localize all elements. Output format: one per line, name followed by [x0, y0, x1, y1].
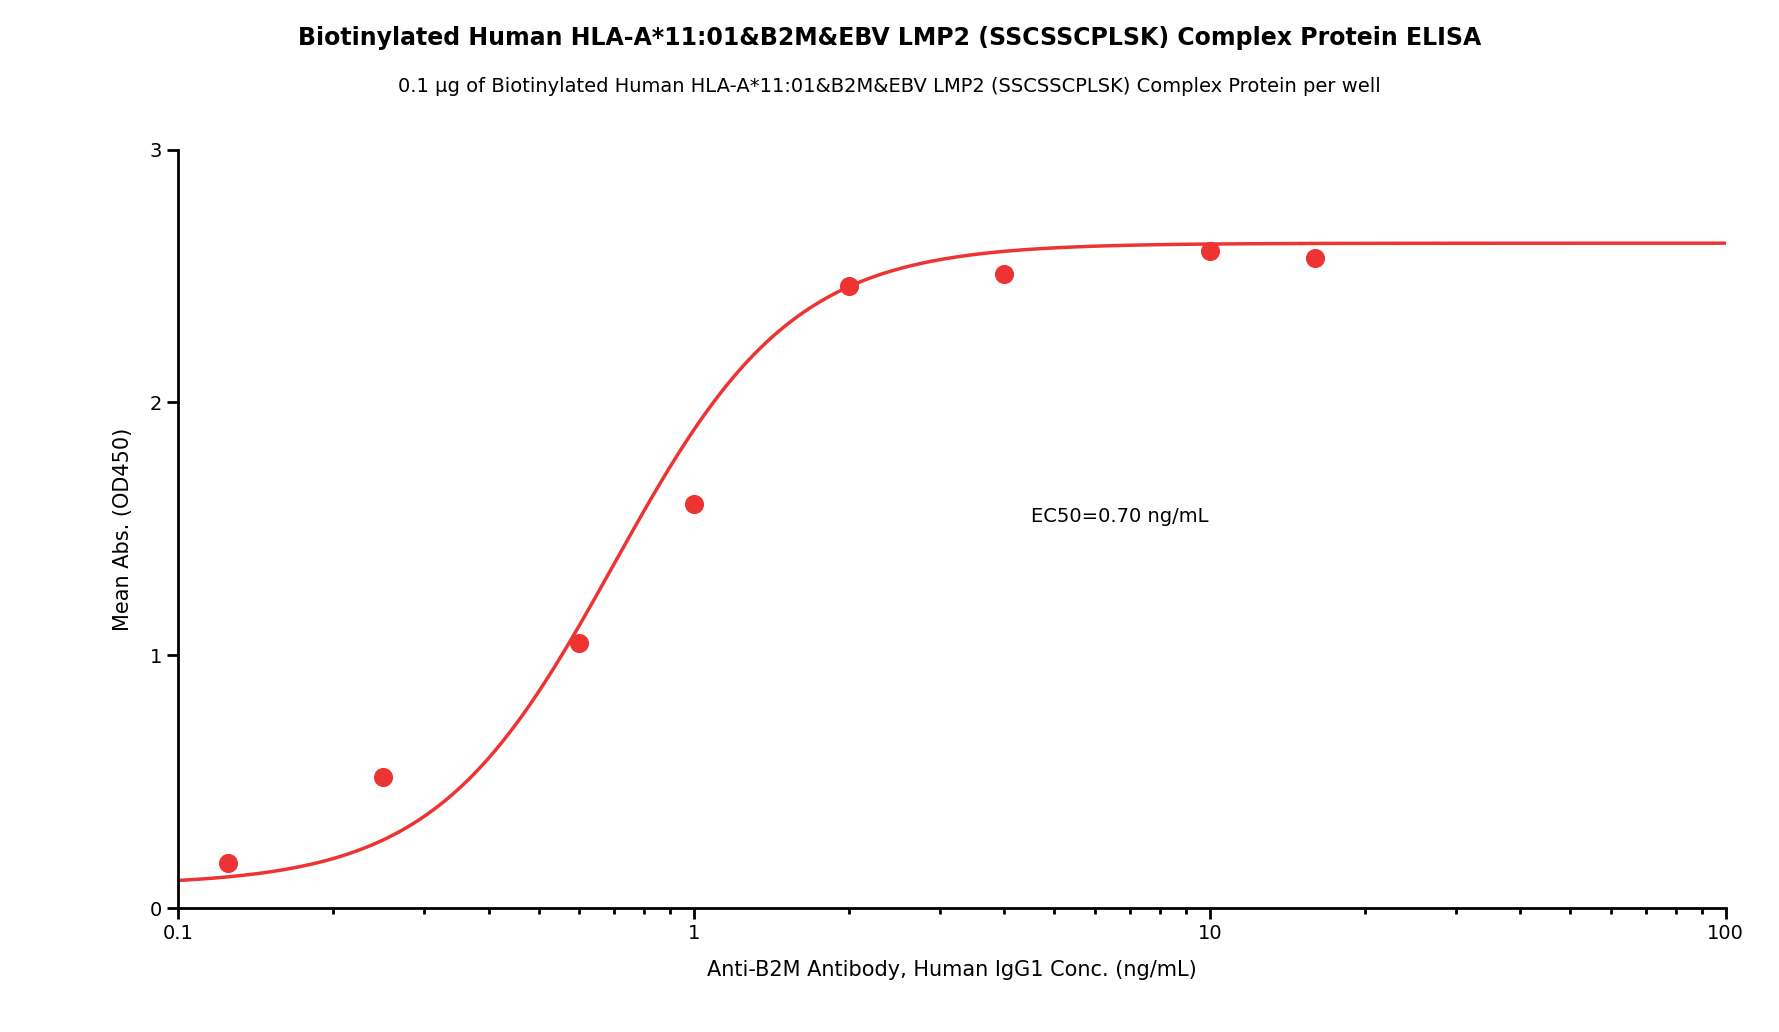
X-axis label: Anti-B2M Antibody, Human IgG1 Conc. (ng/mL): Anti-B2M Antibody, Human IgG1 Conc. (ng/…: [706, 960, 1197, 979]
Text: EC50=0.70 ng/mL: EC50=0.70 ng/mL: [1030, 507, 1208, 525]
Point: [1195, 243, 1224, 259]
Point: [680, 495, 708, 512]
Text: 0.1 μg of Biotinylated Human HLA-A*11:01&B2M&EBV LMP2 (SSCSSCPLSK) Complex Prote: 0.1 μg of Biotinylated Human HLA-A*11:01…: [398, 77, 1381, 96]
Point: [213, 854, 242, 871]
Text: Biotinylated Human HLA-A*11:01&B2M&EBV LMP2 (SSCSSCPLSK) Complex Protein ELISA: Biotinylated Human HLA-A*11:01&B2M&EBV L…: [297, 26, 1482, 50]
Point: [834, 278, 863, 294]
Point: [1300, 250, 1329, 266]
Point: [566, 635, 594, 651]
Y-axis label: Mean Abs. (OD450): Mean Abs. (OD450): [112, 427, 133, 631]
Point: [368, 769, 397, 785]
Point: [991, 265, 1019, 282]
